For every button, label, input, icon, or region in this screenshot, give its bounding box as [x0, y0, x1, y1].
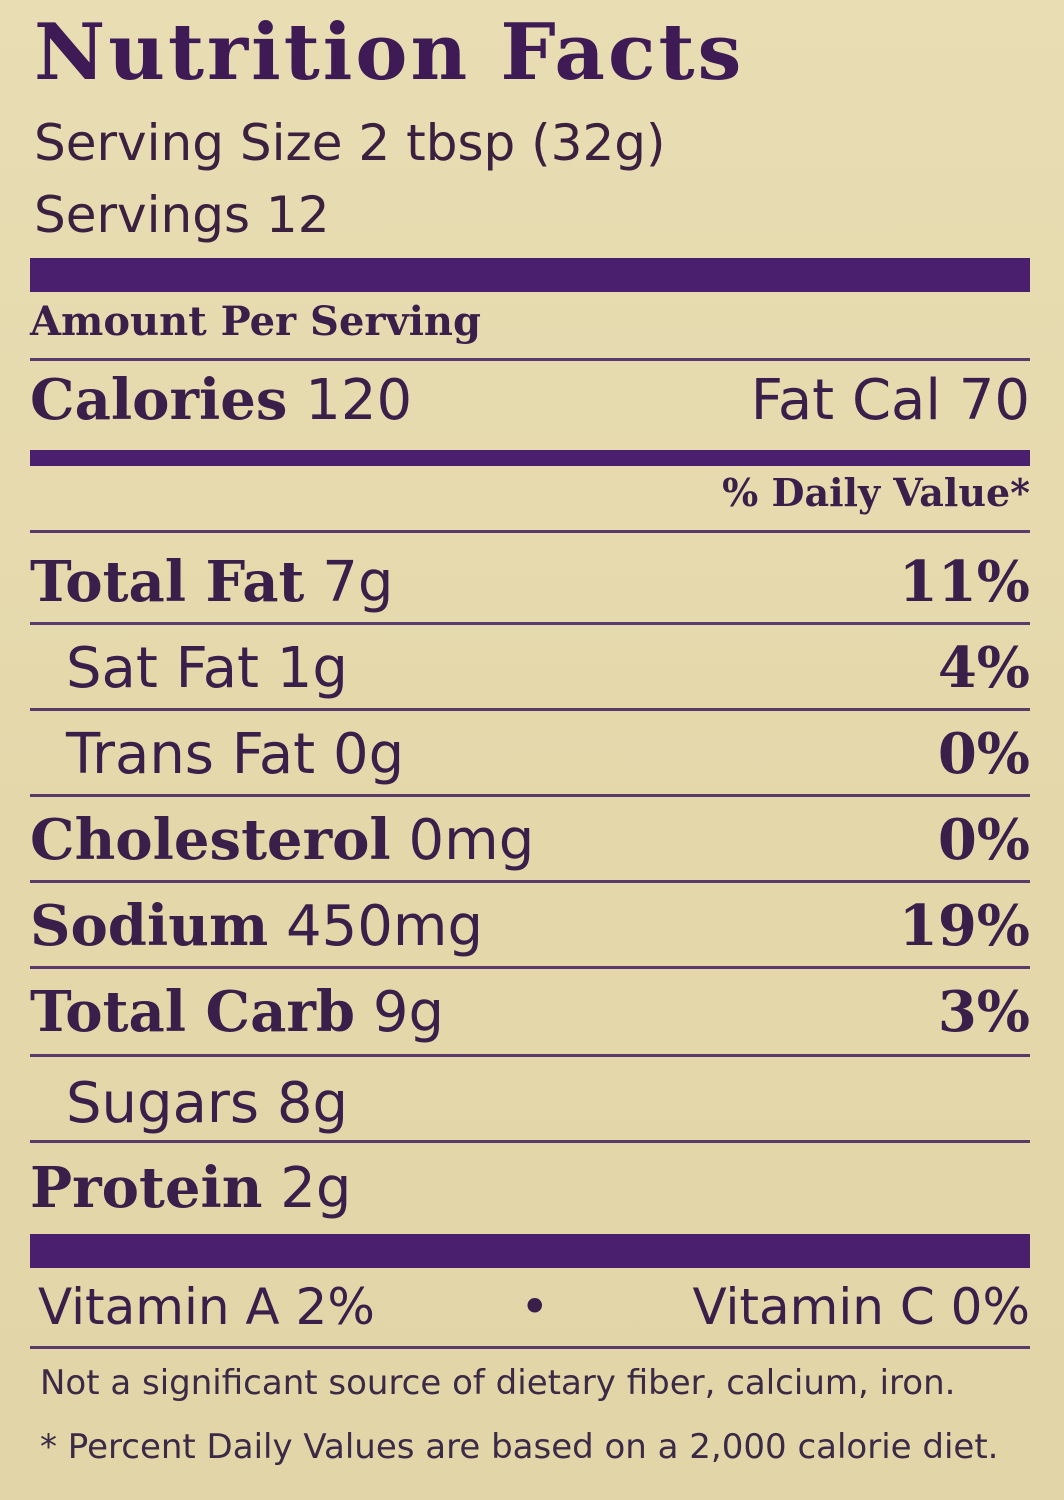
- calories-label: Calories: [30, 367, 288, 433]
- medium-rule: [30, 450, 1030, 466]
- nutrient-dv: 0%: [937, 721, 1030, 787]
- nutrient-name: Total Carb: [30, 979, 356, 1045]
- vitamin-a: Vitamin A 2%: [38, 1278, 375, 1336]
- nutrient-dv: 3%: [937, 979, 1030, 1045]
- daily-value-header-row: % Daily Value*: [30, 474, 1030, 512]
- nutrient-dv: 4%: [937, 635, 1030, 701]
- nutrient-dv: 11%: [898, 549, 1030, 615]
- nutrient-amount: 0mg: [408, 808, 535, 873]
- rule: [30, 530, 1030, 533]
- nutrient-row-sugars: Sugars 8g: [30, 1076, 1030, 1132]
- footnote-daily-values: * Percent Daily Values are based on a 2,…: [40, 1427, 999, 1467]
- footnote-not-significant: Not a significant source of dietary fibe…: [40, 1363, 956, 1403]
- vitamin-separator-bullet: •: [520, 1278, 550, 1336]
- amount-per-serving-row: Amount Per Serving: [30, 302, 1030, 342]
- nutrient-amount: 2g: [280, 1156, 352, 1221]
- rule: [30, 622, 1030, 625]
- rule: [30, 708, 1030, 711]
- nutrient-amount: 8g: [276, 1071, 349, 1136]
- nutrient-amount: 7g: [322, 550, 394, 615]
- vitamin-c: Vitamin C 0%: [692, 1278, 1030, 1336]
- nutrient-row-sat-fat: Sat Fat 1g 4%: [30, 640, 1030, 697]
- thick-rule-top: [30, 258, 1030, 292]
- fat-calories-value: 70: [958, 368, 1030, 433]
- nutrient-name: Trans Fat: [66, 722, 316, 787]
- calories-row: Calories 120 Fat Cal 70: [30, 372, 1030, 429]
- nutrient-row-sodium: Sodium 450mg 19%: [30, 898, 1030, 955]
- nutrient-row-trans-fat: Trans Fat 0g 0%: [30, 726, 1030, 783]
- nutrient-amount: 1g: [276, 636, 348, 701]
- nutrient-row-total-fat: Total Fat 7g 11%: [30, 554, 1030, 611]
- rule: [30, 1346, 1030, 1349]
- nutrient-dv: 0%: [937, 807, 1030, 873]
- rule: [30, 794, 1030, 797]
- thick-rule-bottom: [30, 1234, 1030, 1268]
- nutrient-name: Total Fat: [30, 549, 305, 615]
- rule: [30, 966, 1030, 969]
- nutrient-name: Sodium: [30, 893, 269, 959]
- fat-calories-label: Fat Cal: [750, 368, 941, 433]
- label-title: Nutrition Facts: [34, 7, 745, 98]
- nutrient-amount: 9g: [372, 980, 445, 1045]
- nutrient-name: Sugars: [66, 1071, 260, 1136]
- daily-value-header: % Daily Value*: [722, 470, 1030, 515]
- calories-value: 120: [305, 368, 413, 433]
- rule: [30, 1140, 1030, 1143]
- rule: [30, 880, 1030, 883]
- nutrient-amount: 450mg: [286, 894, 483, 959]
- serving-size: Serving Size 2 tbsp (32g): [34, 114, 666, 172]
- nutrient-row-protein: Protein 2g: [30, 1160, 1030, 1217]
- nutrient-name: Protein: [30, 1155, 263, 1221]
- nutrition-label: Nutrition Facts Serving Size 2 tbsp (32g…: [30, 0, 1030, 1500]
- nutrient-amount: 0g: [332, 722, 405, 787]
- amount-per-serving: Amount Per Serving: [30, 298, 481, 345]
- servings-per-container: Servings 12: [34, 186, 330, 244]
- nutrient-row-total-carb: Total Carb 9g 3%: [30, 984, 1030, 1041]
- rule: [30, 358, 1030, 361]
- nutrient-dv: 19%: [898, 893, 1030, 959]
- nutrient-name: Cholesterol: [30, 807, 391, 873]
- nutrient-name: Sat Fat: [66, 636, 259, 701]
- nutrient-row-cholesterol: Cholesterol 0mg 0%: [30, 812, 1030, 869]
- rule: [30, 1054, 1030, 1057]
